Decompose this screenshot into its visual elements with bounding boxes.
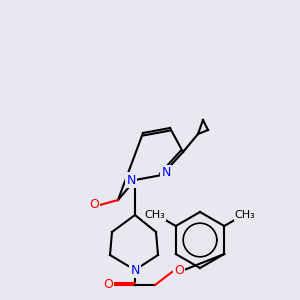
Text: CH₃: CH₃ — [235, 210, 255, 220]
Text: N: N — [126, 173, 136, 187]
Text: O: O — [174, 263, 184, 277]
Text: O: O — [103, 278, 113, 292]
Text: N: N — [161, 167, 171, 179]
Text: N: N — [130, 263, 140, 277]
Text: O: O — [89, 199, 99, 212]
Text: CH₃: CH₃ — [145, 210, 165, 220]
